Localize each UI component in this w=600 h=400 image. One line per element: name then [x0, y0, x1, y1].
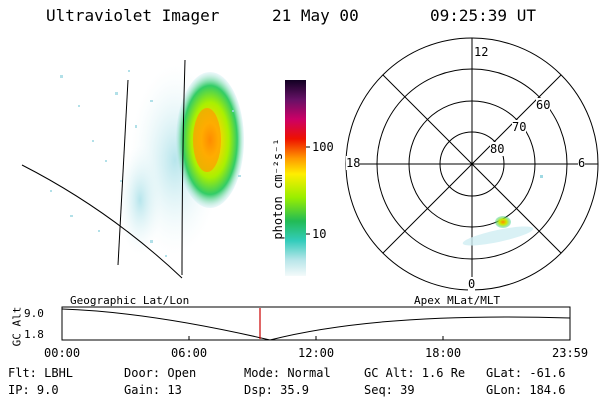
lat-label-70: 70	[512, 120, 527, 134]
timeline-frame	[61, 306, 571, 341]
instrument-title: Ultraviolet Imager	[46, 6, 220, 25]
mlt-label-18: 18	[346, 156, 361, 170]
timeline-right-caption: Apex MLat/MLT	[414, 294, 501, 307]
mlt-label-0: 0	[468, 277, 476, 291]
aurora-peak	[193, 108, 221, 172]
polar-emission-haze	[462, 226, 534, 246]
glat-info: GLat: -61.6	[486, 366, 566, 380]
door-info: Door: Open	[124, 366, 197, 380]
seq-info: Seq: 39	[364, 383, 415, 397]
polar-emission-spot	[495, 216, 511, 228]
geographic-grid	[21, 59, 186, 279]
timeline-y-tick-top: 9.0	[24, 307, 44, 320]
dsp-info: Dsp: 35.9	[244, 383, 310, 397]
altitude-curve	[61, 308, 571, 341]
gc-alt-info: GC Alt: 1.6 Re	[364, 366, 466, 380]
date-label: 21 May 00	[272, 6, 359, 25]
mlt-label-12: 12	[474, 45, 489, 59]
filter-info: Flt: LBHL	[8, 366, 74, 380]
x-tick-label-2359: 23:59	[552, 346, 589, 360]
x-tick-label-1800: 18:00	[425, 346, 462, 360]
longitude-line-left	[117, 79, 129, 266]
mode-info: Mode: Normal	[244, 366, 331, 380]
image-noise	[50, 70, 241, 257]
polar-diagonal-2	[382, 74, 562, 254]
time-label: 09:25:39 UT	[430, 6, 536, 25]
colorbar-gradient	[285, 80, 306, 276]
longitude-line-right	[181, 59, 186, 276]
latitude-line	[21, 164, 183, 279]
x-tick-label-1200: 12:00	[298, 346, 335, 360]
timeline-left-caption: Geographic Lat/Lon	[70, 294, 190, 307]
timeline-y-tick-bottom: 1.8	[24, 328, 44, 341]
ip-info: IP: 9.0	[8, 383, 59, 397]
lat-label-60: 60	[536, 98, 551, 112]
polar-noise	[540, 175, 543, 178]
glon-info: GLon: 184.6	[486, 383, 566, 397]
diffuse-emission-lower	[118, 145, 162, 255]
gain-info: Gain: 13	[124, 383, 182, 397]
colorbar-label-10: 10	[312, 227, 327, 241]
mlt-label-6: 6	[578, 156, 586, 170]
colorbar-label-100: 100	[312, 140, 334, 154]
x-tick-label-0600: 06:00	[171, 346, 208, 360]
lat-label-80: 80	[490, 142, 505, 156]
x-tick-label-0000: 00:00	[44, 346, 81, 360]
